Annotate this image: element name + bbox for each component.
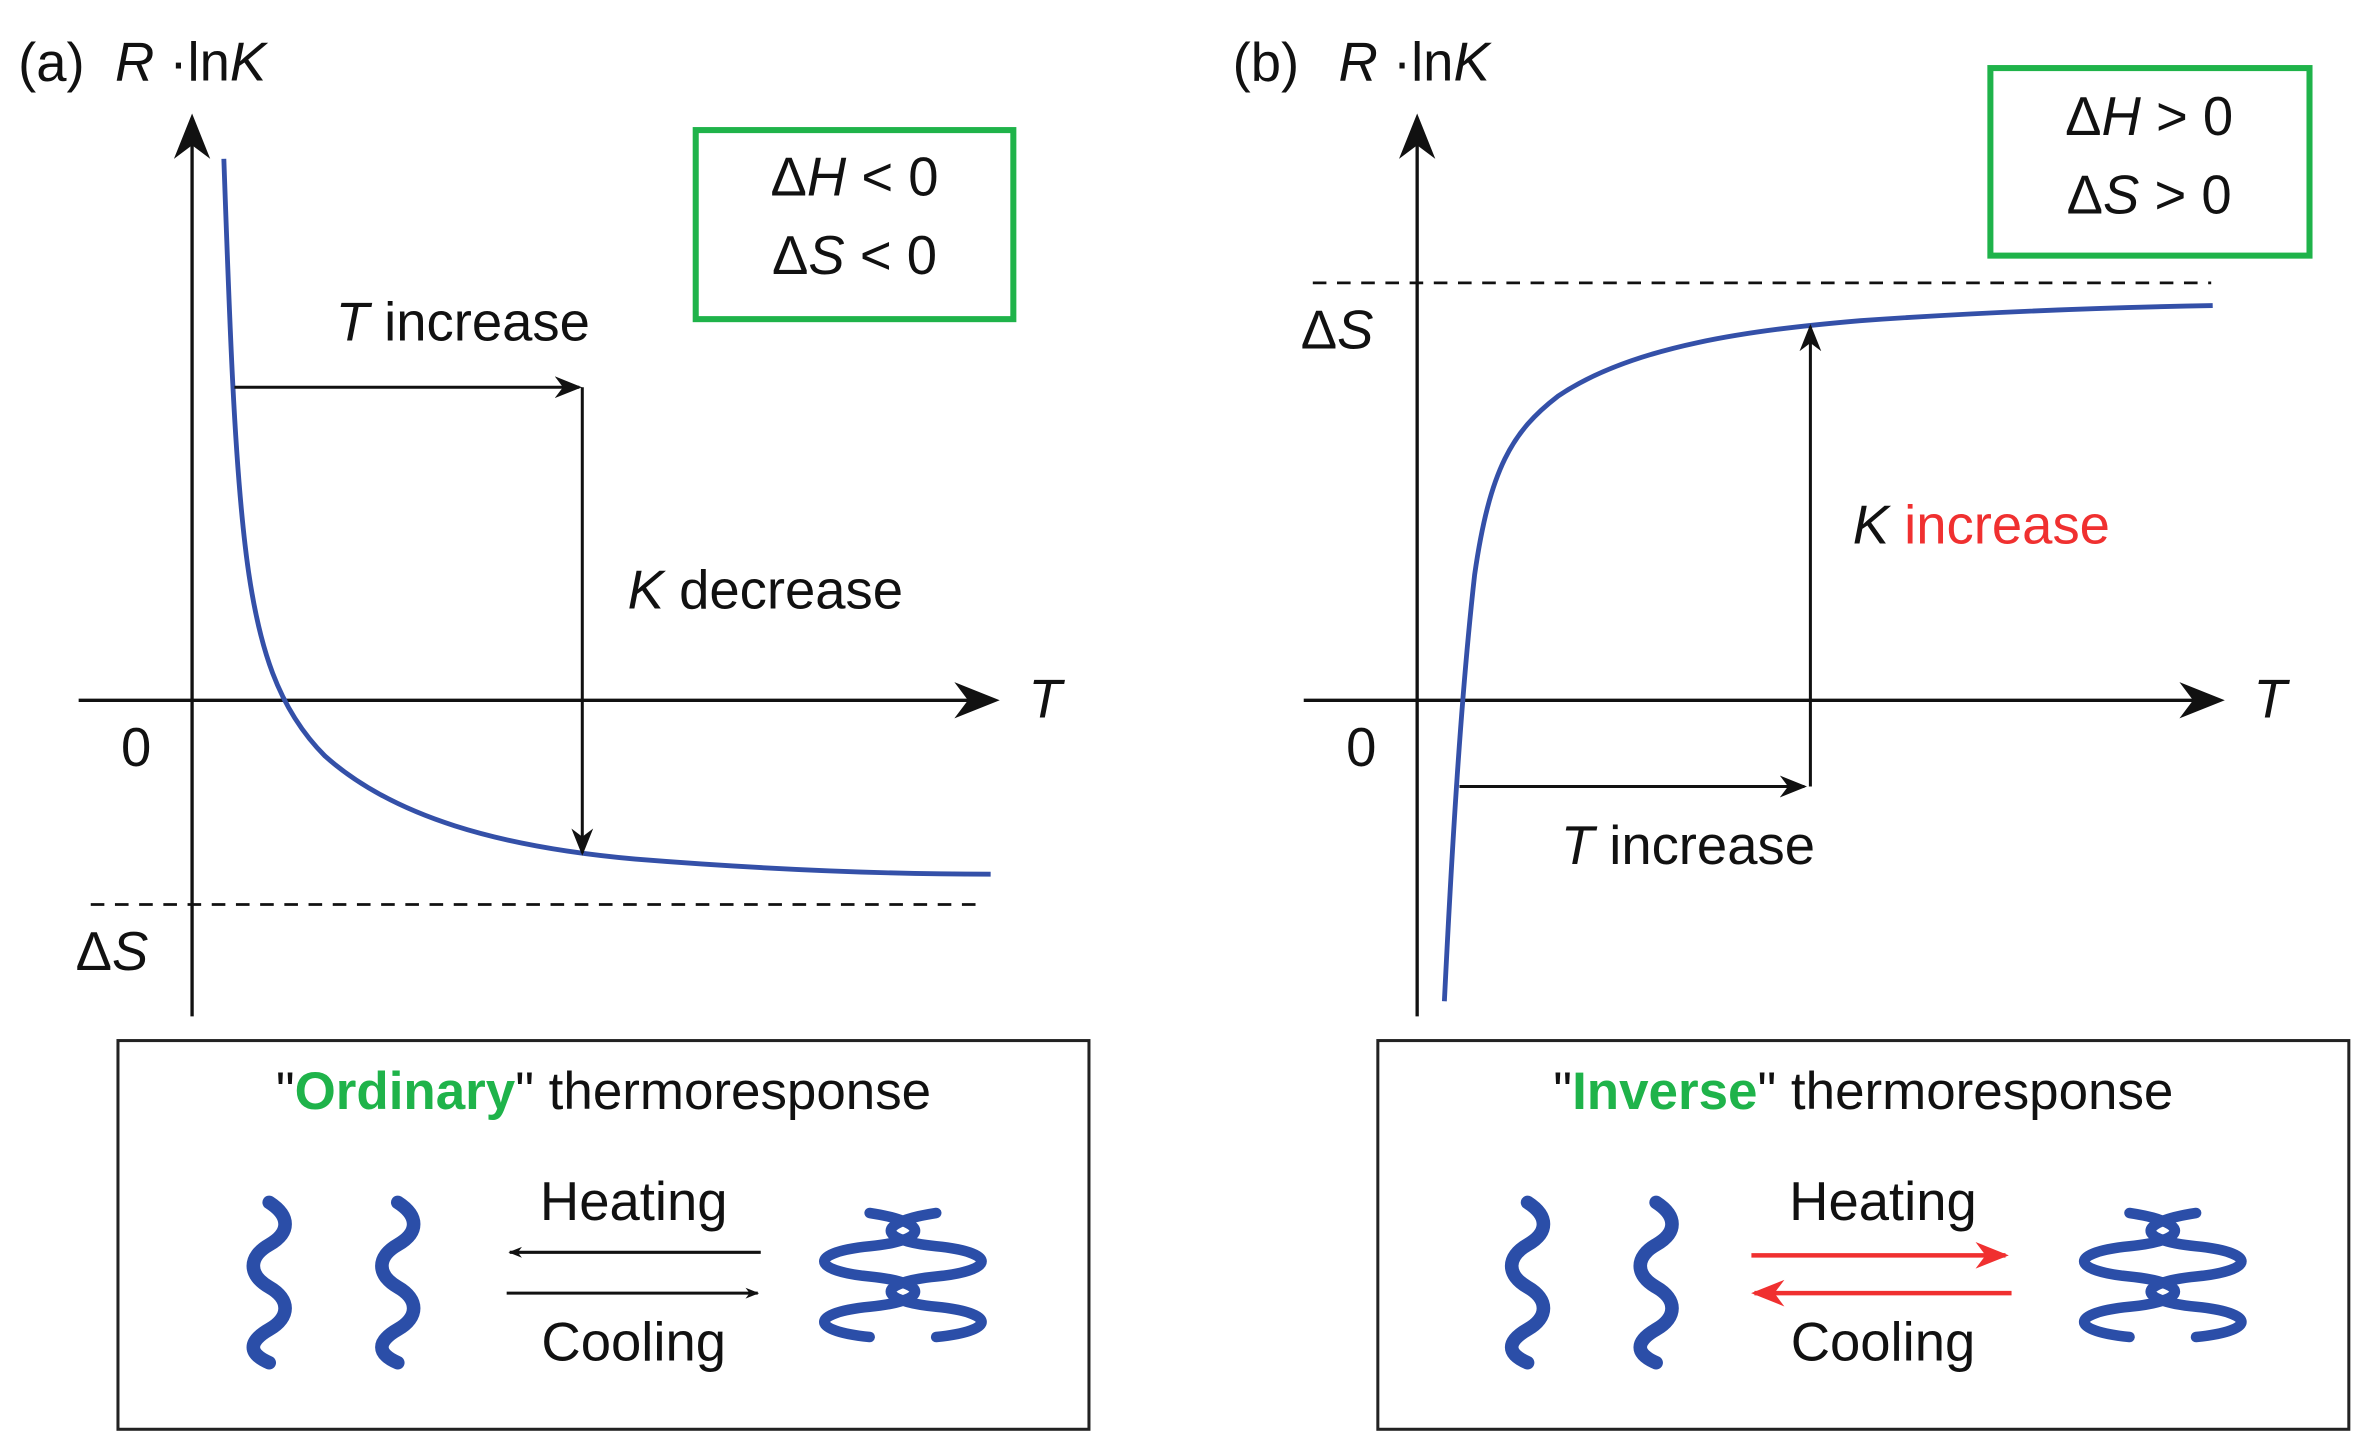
curve [221,158,991,877]
k-arrow-label: K decrease [628,560,903,621]
condition: ΔH > 0 [2065,86,2233,147]
condition: ΔS > 0 [2067,165,2232,226]
y-axis-label: R ·lnK [115,32,269,93]
text-part: S [2103,165,2139,226]
asymptote-label: ΔS [1301,300,1374,361]
condition-box [1987,65,2313,259]
heating-label: Heating [1789,1171,1977,1232]
text-part: K [628,560,667,621]
text-part: increase [1594,815,1815,876]
single-strand [1505,1195,1551,1370]
panel-a: (a) R ·lnK T 0 ΔS T increase K decrease … [18,32,1091,1431]
text-part: T [1561,815,1598,876]
text-part: K [230,32,269,93]
text-part: T [336,292,373,353]
cooling-label: Cooling [1791,1311,1976,1372]
text-part: K [1853,495,1892,556]
text-part: " [276,1062,295,1121]
text-part: " [1553,1062,1572,1121]
text-part: < 0 [845,226,937,287]
single-strand [1633,1195,1679,1370]
t-arrow-label: T increase [1561,815,1815,876]
text-part: H [2102,86,2142,147]
text-part: Δ [1301,300,1337,361]
condition: ΔS < 0 [772,226,937,287]
single-strand [375,1195,421,1370]
panel-b: (b) R ·lnK T 0 ΔS T increase K increase … [1233,32,2351,1431]
text-part: S [112,921,148,982]
box-title: "Ordinary" thermoresponse [276,1062,931,1121]
text-part: H [807,147,847,208]
text-part: increase [369,292,590,353]
text-part: K [1453,32,1492,93]
text-part: decrease [664,560,903,621]
panel-label: (a) [18,32,85,93]
box-title: "Inverse" thermoresponse [1553,1062,2173,1121]
curve [1441,303,2213,1002]
text-part: " thermoresponse [515,1062,931,1121]
y-axis-label: R ·lnK [1339,32,1493,93]
condition: ΔH < 0 [771,147,939,208]
text-part: > 0 [2139,165,2231,226]
summary-box [1376,1039,2351,1431]
text-part: ·ln [1378,32,1454,93]
double-helix [2078,1207,2247,1343]
origin-label: 0 [1346,717,1376,778]
x-axis-label: T [2254,669,2291,730]
t-arrow-label: T increase [336,292,590,353]
text-part: Δ [76,921,112,982]
panel-label: (b) [1233,32,1300,93]
text-part: Δ [2067,165,2103,226]
x-axis-label: T [1028,669,1065,730]
summary-box [116,1039,1091,1431]
text-part: Ordinary [295,1062,516,1121]
k-arrow-label: K increase [1853,495,2110,556]
condition-box [692,127,1017,323]
text-part: Δ [2065,86,2101,147]
origin-label: 0 [121,717,151,778]
text-part: > 0 [2141,86,2233,147]
text-part: " thermoresponse [1757,1062,2173,1121]
double-helix [818,1207,987,1343]
text-part: < 0 [846,147,938,208]
text-part: R [115,32,154,93]
heating-label: Heating [540,1171,728,1232]
text-part: S [808,226,844,287]
text-part: Δ [772,226,808,287]
text-part: Δ [771,147,807,208]
single-strand [246,1195,292,1370]
text-part: Inverse [1572,1062,1757,1121]
asymptote-label: ΔS [76,921,149,982]
text-part: S [1337,300,1373,361]
text-part: increase [1889,495,2110,556]
cooling-label: Cooling [541,1311,726,1372]
text-part: ·ln [154,32,230,93]
text-part: R [1339,32,1378,93]
